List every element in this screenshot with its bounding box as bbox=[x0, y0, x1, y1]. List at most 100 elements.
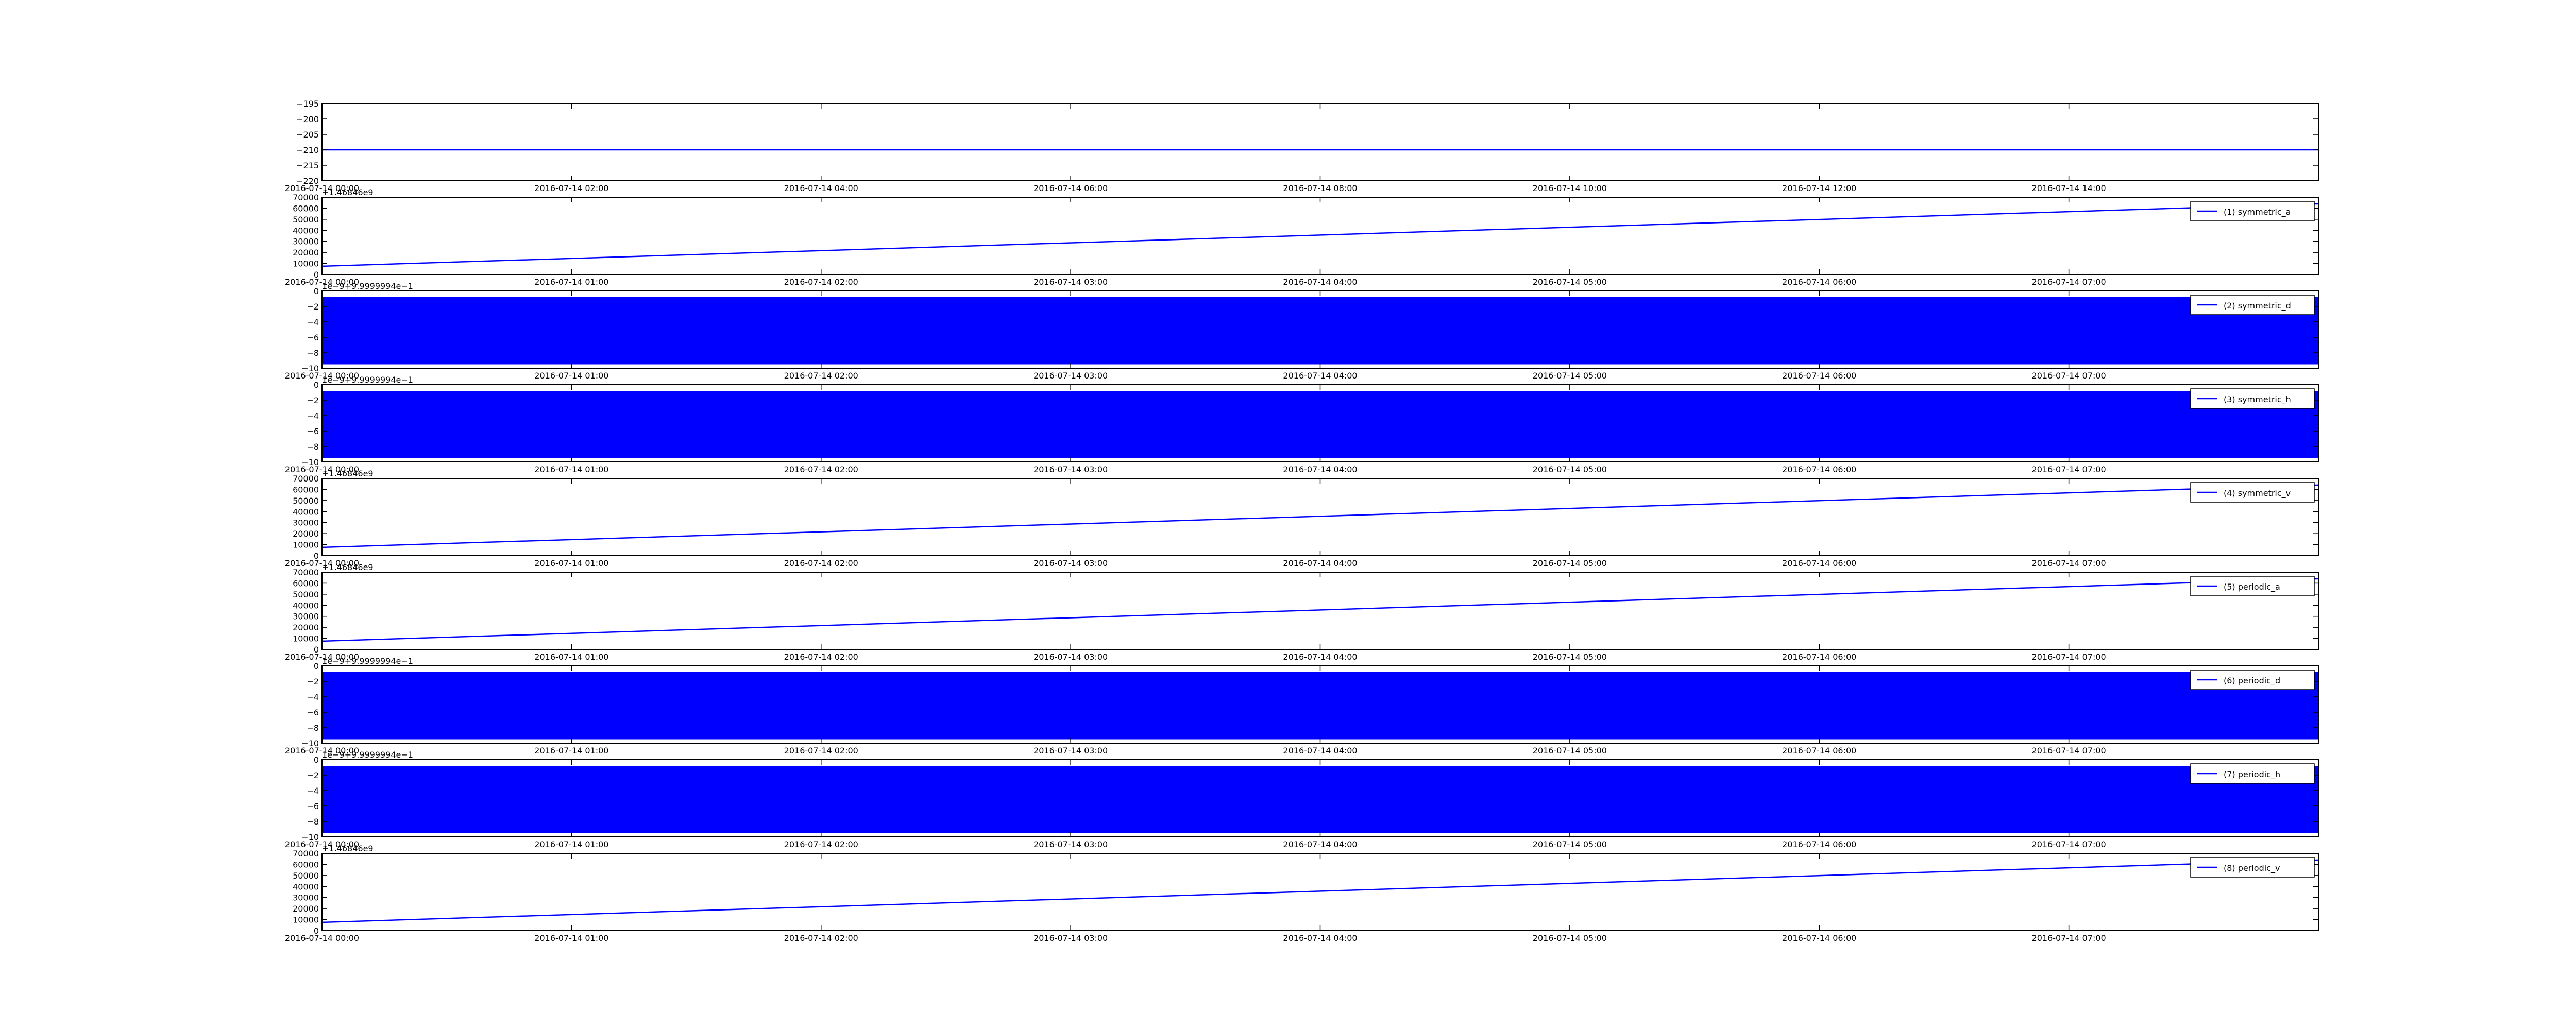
x-tick-label: 2016-07-14 02:00 bbox=[534, 183, 608, 193]
x-tick-label: 2016-07-14 05:00 bbox=[1533, 277, 1607, 287]
x-tick-label: 2016-07-14 07:00 bbox=[2032, 558, 2106, 568]
x-tick-label: 2016-07-14 04:00 bbox=[1283, 558, 1357, 568]
axes-frame bbox=[321, 197, 2319, 275]
x-tick-label: 2016-07-14 03:00 bbox=[1033, 839, 1108, 849]
y-tick-label: 10000 bbox=[293, 634, 319, 644]
x-tick-label: 2016-07-14 00:00 bbox=[285, 183, 359, 193]
x-tick-label: 2016-07-14 07:00 bbox=[2032, 277, 2106, 287]
x-tick-label: 2016-07-14 01:00 bbox=[534, 839, 608, 849]
legend-label: (4) symmetric_v bbox=[2224, 488, 2291, 499]
x-tick-label: 2016-07-14 04:00 bbox=[1283, 839, 1357, 849]
y-tick-label: 20000 bbox=[293, 623, 319, 632]
x-tick-label: 2016-07-14 02:00 bbox=[784, 652, 858, 662]
y-tick-label: −2 bbox=[307, 677, 319, 686]
data-line bbox=[321, 484, 2319, 548]
x-tick-label: 2016-07-14 04:00 bbox=[1283, 277, 1357, 287]
x-tick-label: 2016-07-14 01:00 bbox=[534, 465, 608, 474]
oscillation-band bbox=[322, 672, 2318, 740]
y-tick-label: 50000 bbox=[293, 215, 319, 225]
x-tick-label: 2016-07-14 05:00 bbox=[1533, 371, 1607, 381]
y-tick-label: 20000 bbox=[293, 529, 319, 539]
offset-text: +1.46846e9 bbox=[322, 187, 374, 197]
legend-label: (2) symmetric_d bbox=[2224, 301, 2291, 311]
y-tick-label: −200 bbox=[296, 114, 319, 124]
y-tick-label: 50000 bbox=[293, 590, 319, 599]
x-tick-label: 2016-07-14 08:00 bbox=[1283, 183, 1357, 193]
y-tick-label: 60000 bbox=[293, 485, 319, 494]
y-tick-label: 20000 bbox=[293, 904, 319, 914]
y-tick-label: −215 bbox=[296, 161, 319, 170]
x-tick-label: 2016-07-14 00:00 bbox=[285, 746, 359, 756]
y-tick-label: 40000 bbox=[293, 226, 319, 235]
x-tick-label: 2016-07-14 00:00 bbox=[285, 933, 359, 943]
x-tick-label: 2016-07-14 01:00 bbox=[534, 277, 608, 287]
x-tick-label: 2016-07-14 02:00 bbox=[784, 558, 858, 568]
x-tick-label: 2016-07-14 04:00 bbox=[1283, 746, 1357, 756]
y-tick-label: 30000 bbox=[293, 612, 319, 622]
x-tick-label: 2016-07-14 04:00 bbox=[1283, 652, 1357, 662]
x-tick-label: 2016-07-14 05:00 bbox=[1533, 465, 1607, 474]
y-tick-label: −4 bbox=[307, 692, 319, 702]
y-tick-label: −210 bbox=[296, 145, 319, 155]
y-tick-label: −205 bbox=[296, 130, 319, 140]
y-tick-label: −4 bbox=[307, 317, 319, 327]
x-tick-label: 2016-07-14 05:00 bbox=[1533, 933, 1607, 943]
y-tick-label: 30000 bbox=[293, 518, 319, 528]
y-tick-label: 50000 bbox=[293, 496, 319, 506]
x-tick-label: 2016-07-14 05:00 bbox=[1533, 839, 1607, 849]
y-tick-label: −4 bbox=[307, 786, 319, 796]
x-tick-label: 2016-07-14 06:00 bbox=[1782, 746, 1856, 756]
y-tick-label: −6 bbox=[307, 801, 319, 811]
y-tick-label: −6 bbox=[307, 708, 319, 717]
y-tick-label: −2 bbox=[307, 770, 319, 780]
offset-text: +1.46846e9 bbox=[322, 469, 374, 478]
y-tick-label: 70000 bbox=[293, 474, 319, 484]
y-tick-label: −2 bbox=[307, 396, 319, 405]
x-tick-label: 2016-07-14 03:00 bbox=[1033, 371, 1108, 381]
y-tick-label: −10 bbox=[301, 739, 319, 748]
x-tick-label: 2016-07-14 06:00 bbox=[1782, 277, 1856, 287]
y-tick-label: 40000 bbox=[293, 882, 319, 891]
y-tick-label: 30000 bbox=[293, 893, 319, 903]
y-tick-label: 70000 bbox=[293, 849, 319, 859]
x-tick-label: 2016-07-14 04:00 bbox=[1283, 933, 1357, 943]
x-tick-label: 2016-07-14 07:00 bbox=[2032, 652, 2106, 662]
y-tick-label: 0 bbox=[314, 926, 319, 936]
x-tick-label: 2016-07-14 06:00 bbox=[1033, 183, 1108, 193]
y-tick-label: 70000 bbox=[293, 568, 319, 577]
y-tick-label: 0 bbox=[314, 380, 319, 390]
x-tick-label: 2016-07-14 07:00 bbox=[2032, 465, 2106, 474]
offset-text: +1.46846e9 bbox=[322, 562, 374, 572]
y-tick-label: 0 bbox=[314, 755, 319, 765]
offset-text: 1e−9+9.9999994e−1 bbox=[322, 375, 413, 385]
y-tick-label: −2 bbox=[307, 302, 319, 312]
x-tick-label: 2016-07-14 07:00 bbox=[2032, 371, 2106, 381]
x-tick-label: 2016-07-14 01:00 bbox=[534, 558, 608, 568]
y-tick-label: −8 bbox=[307, 442, 319, 452]
y-tick-label: 0 bbox=[314, 645, 319, 655]
x-tick-label: 2016-07-14 07:00 bbox=[2032, 933, 2106, 943]
offset-text: 1e−9+9.9999994e−1 bbox=[322, 281, 413, 291]
x-tick-label: 2016-07-14 04:00 bbox=[1283, 371, 1357, 381]
x-tick-label: 2016-07-14 04:00 bbox=[784, 183, 858, 193]
y-tick-label: 0 bbox=[314, 270, 319, 280]
y-tick-label: 30000 bbox=[293, 237, 319, 247]
legend-box bbox=[2190, 388, 2315, 409]
x-tick-label: 2016-07-14 06:00 bbox=[1782, 839, 1856, 849]
x-tick-label: 2016-07-14 02:00 bbox=[784, 277, 858, 287]
axes-frame bbox=[321, 103, 2319, 181]
offset-text: 1e−9+9.9999994e−1 bbox=[322, 656, 413, 666]
y-tick-label: 0 bbox=[314, 286, 319, 296]
y-tick-label: 20000 bbox=[293, 248, 319, 258]
legend-label: (3) symmetric_h bbox=[2224, 394, 2291, 405]
legend-label: (5) periodic_a bbox=[2224, 582, 2280, 592]
y-tick-label: −8 bbox=[307, 348, 319, 358]
y-tick-label: 40000 bbox=[293, 507, 319, 517]
y-tick-label: 60000 bbox=[293, 578, 319, 588]
y-tick-label: −6 bbox=[307, 333, 319, 342]
x-tick-label: 2016-07-14 03:00 bbox=[1033, 933, 1108, 943]
axes-frame bbox=[321, 478, 2319, 556]
data-line bbox=[321, 578, 2319, 642]
y-tick-label: 50000 bbox=[293, 871, 319, 881]
